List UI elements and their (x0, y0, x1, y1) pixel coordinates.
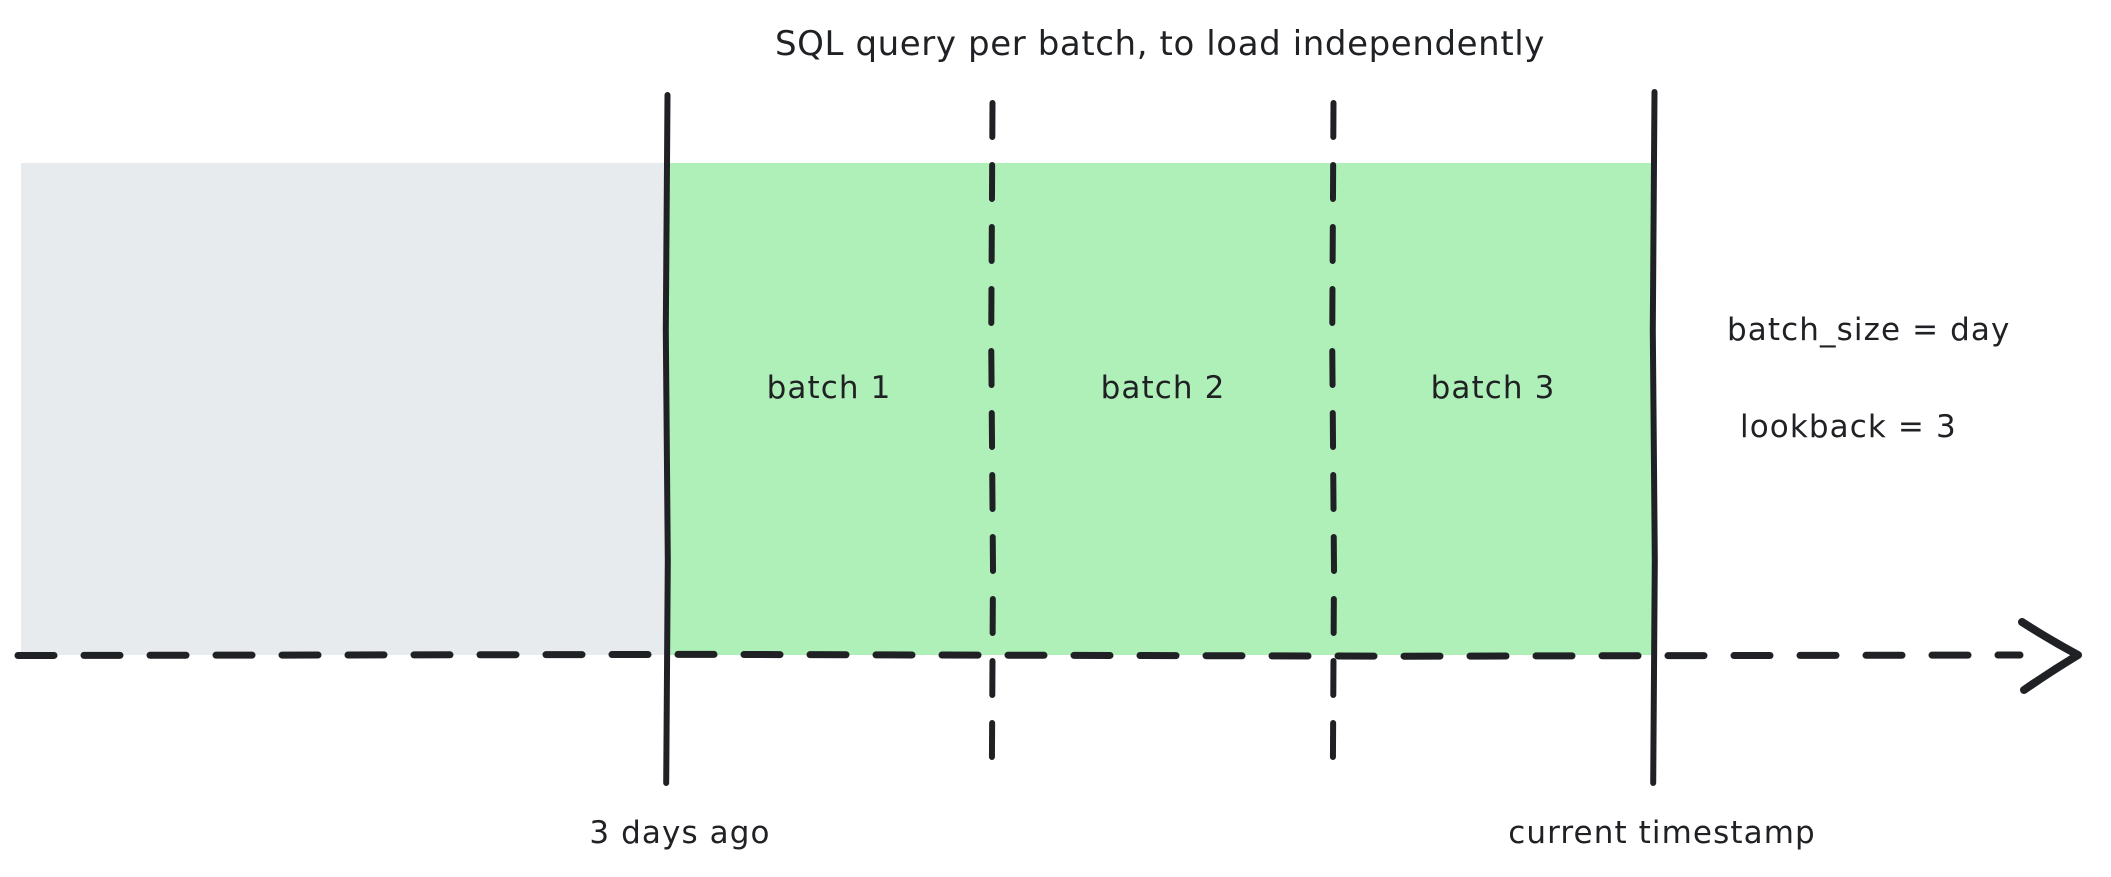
axis-arrow-icon (2018, 618, 2082, 694)
param-lookback: lookback = 3 (1740, 409, 1957, 445)
param-batch-size: batch_size = day (1727, 312, 2010, 348)
batch-label-3: batch 3 (1431, 370, 1556, 406)
time-axis (14, 618, 2082, 694)
batch-label-2: batch 2 (1101, 370, 1226, 406)
boundary-line-batch1-batch2 (988, 100, 997, 786)
batch-label-1: batch 1 (767, 370, 892, 406)
historical-region (21, 163, 667, 655)
boundary-line-end (1649, 89, 1658, 786)
axis-label-start: 3 days ago (589, 815, 770, 851)
axis-label-end: current timestamp (1508, 815, 1816, 851)
boundary-line-start (662, 92, 671, 786)
page-title: SQL query per batch, to load independent… (775, 24, 1545, 64)
lookback-window-region (667, 163, 1654, 655)
boundary-line-batch2-batch3 (1329, 100, 1338, 786)
